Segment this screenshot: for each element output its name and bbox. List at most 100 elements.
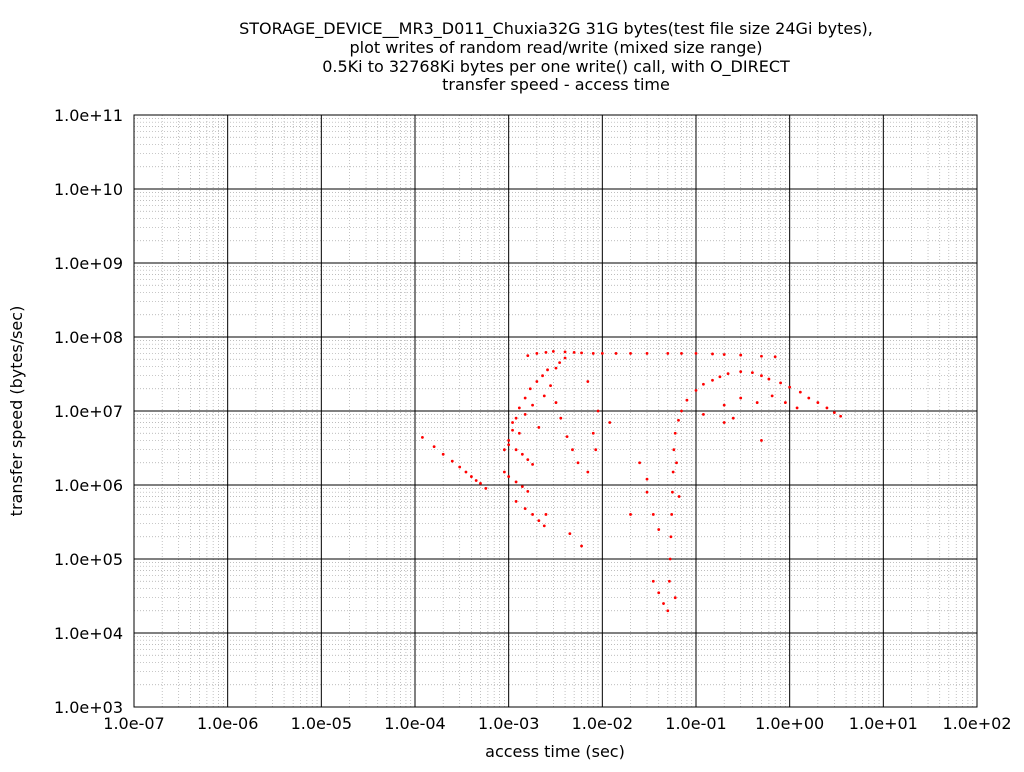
- y-tick-label: 1.0e+08: [54, 328, 123, 347]
- data-point: [464, 470, 468, 474]
- data-point: [680, 352, 683, 355]
- data-point: [432, 445, 436, 449]
- data-point: [638, 461, 642, 465]
- data-point: [479, 482, 482, 485]
- data-point: [596, 409, 600, 413]
- data-point: [514, 480, 518, 484]
- y-tick-label: 1.0e+07: [54, 402, 123, 421]
- data-point: [542, 524, 546, 528]
- data-point: [502, 470, 506, 474]
- data-point: [537, 426, 541, 429]
- data-point: [675, 461, 678, 465]
- x-tick-label: 1.0e-07: [103, 714, 164, 733]
- data-point: [773, 355, 777, 359]
- data-point: [572, 350, 576, 354]
- grid-major: [134, 115, 977, 707]
- data-point: [608, 421, 612, 424]
- title-line-4: transfer speed - access time: [442, 75, 670, 94]
- data-point: [576, 461, 580, 465]
- data-point: [711, 352, 714, 356]
- data-point: [514, 416, 518, 420]
- data-point: [441, 452, 445, 456]
- data-point: [474, 479, 478, 482]
- y-tick-label: 1.0e+05: [54, 550, 123, 569]
- data-point: [526, 489, 530, 493]
- data-point: [739, 370, 743, 374]
- data-point: [629, 513, 632, 516]
- data-point: [568, 532, 572, 536]
- data-point: [770, 394, 774, 398]
- data-point: [657, 591, 661, 595]
- data-point: [726, 372, 730, 376]
- data-point: [788, 385, 792, 389]
- data-point: [645, 490, 649, 494]
- data-point: [546, 368, 549, 372]
- data-point: [629, 352, 632, 355]
- data-point: [526, 458, 530, 462]
- grid-minor: [134, 115, 977, 707]
- data-point: [565, 435, 569, 439]
- data-point: [677, 495, 681, 498]
- data-point: [783, 401, 787, 404]
- y-tick-label: 1.0e+04: [54, 624, 123, 643]
- y-tick-label: 1.0e+03: [54, 698, 123, 717]
- data-point: [694, 352, 698, 355]
- data-point: [511, 428, 514, 432]
- data-point: [731, 416, 735, 420]
- data-point: [662, 602, 665, 605]
- data-point: [839, 414, 843, 418]
- data-point: [666, 352, 670, 355]
- data-point: [671, 470, 675, 474]
- data-point: [528, 387, 532, 391]
- data-point: [760, 439, 763, 442]
- data-point: [816, 401, 820, 404]
- data-point: [535, 352, 539, 355]
- data-point: [807, 396, 811, 400]
- data-point: [614, 352, 618, 355]
- data-point: [514, 448, 518, 452]
- data-point: [535, 380, 539, 383]
- data-point: [507, 439, 511, 442]
- data-point: [559, 416, 563, 420]
- data-point: [670, 513, 674, 516]
- data-point: [580, 351, 583, 355]
- data-point: [563, 356, 567, 360]
- x-tick-labels: 1.0e-07 1.0e-06 1.0e-05 1.0e-04 1.0e-03 1.0e-…: [103, 714, 1011, 733]
- x-tick-label: 1.0e-05: [291, 714, 352, 733]
- data-point: [702, 412, 705, 416]
- data-point: [795, 406, 799, 410]
- title-line-3: 0.5Ki to 32768Ki bytes per one write() c…: [322, 57, 790, 77]
- y-axis-label: transfer speed (bytes/sec): [7, 306, 26, 517]
- data-point: [739, 353, 743, 357]
- x-tick-label: 1.0e+00: [755, 714, 824, 733]
- y-tick-label: 1.0e+09: [54, 254, 123, 273]
- data-point: [672, 448, 676, 452]
- data-point: [541, 374, 544, 378]
- data-point: [645, 477, 649, 481]
- plot-frame: [133, 114, 978, 708]
- data-point: [657, 528, 661, 531]
- data-point: [750, 371, 754, 375]
- data-point: [718, 375, 722, 379]
- y-tick-labels: 1.0e+03 1.0e+04 1.0e+05 1.0e+06 1.0e+07 1.0e+…: [54, 106, 123, 717]
- data-point: [554, 366, 558, 370]
- data-point: [760, 374, 763, 378]
- data-point: [484, 486, 488, 490]
- data-point: [591, 352, 595, 355]
- data-point: [798, 390, 802, 394]
- data-point: [520, 452, 524, 456]
- data-point: [537, 519, 541, 523]
- data-point: [722, 403, 726, 407]
- data-point: [722, 353, 726, 356]
- data-point: [651, 513, 655, 516]
- data-point: [558, 361, 562, 365]
- data-point: [667, 579, 671, 583]
- data-point: [668, 557, 672, 561]
- data-point: [544, 513, 548, 516]
- chart-title: STORAGE_DEVICE__MR3_D011_Chuxia32G 31G b…: [239, 19, 873, 94]
- y-tick-label: 1.0e+11: [54, 106, 123, 125]
- title-line-1: STORAGE_DEVICE__MR3_D011_Chuxia32G 31G b…: [239, 19, 873, 39]
- data-point: [458, 465, 462, 469]
